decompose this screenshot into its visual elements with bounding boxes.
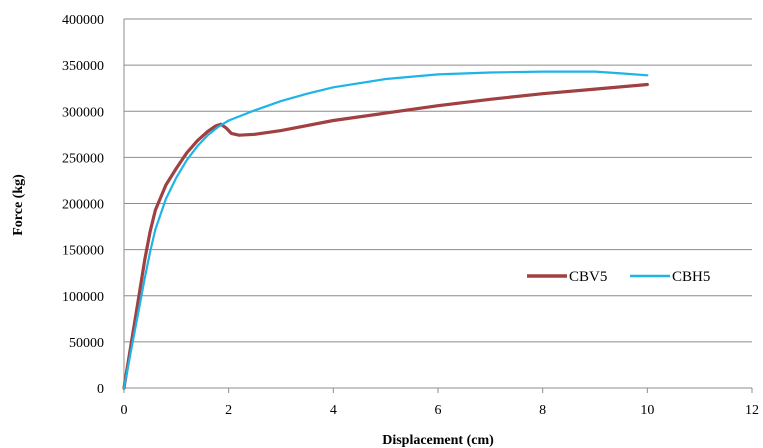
- series-line-cbh5: [122, 70, 649, 390]
- y-tick-label: 300000: [62, 105, 104, 120]
- x-tick-label: 12: [745, 403, 759, 418]
- y-tick-label: 250000: [62, 151, 104, 166]
- x-axis-ticks: 0 2 4 6 8 10 12: [121, 388, 759, 418]
- y-tick-label: 150000: [62, 244, 104, 259]
- legend-label-cbv5: CBV5: [569, 269, 607, 285]
- y-tick-label: 200000: [62, 198, 104, 213]
- y-axis-ticks: 0 50000 100000 150000 200000 250000 300000 3500…: [62, 13, 104, 397]
- y-tick-label: 350000: [62, 59, 104, 74]
- series-line-cbv5: [122, 82, 649, 390]
- x-axis-title: Displacement (cm): [382, 433, 494, 448]
- x-tick-label: 0: [121, 403, 128, 418]
- x-tick-label: 6: [435, 403, 442, 418]
- gridlines: [124, 18, 752, 343]
- legend: CBV5 CBH5: [527, 269, 710, 285]
- legend-label-cbh5: CBH5: [672, 269, 710, 285]
- series-lines: [122, 70, 649, 390]
- y-tick-label: 400000: [62, 13, 104, 28]
- x-tick-label: 4: [330, 403, 337, 418]
- y-tick-label: 100000: [62, 290, 104, 305]
- x-tick-label: 10: [640, 403, 654, 418]
- x-tick-label: 8: [539, 403, 546, 418]
- y-axis-title: Force (kg): [11, 174, 26, 236]
- y-tick-label: 50000: [69, 336, 104, 351]
- y-tick-label: 0: [97, 382, 104, 397]
- x-tick-label: 2: [225, 403, 232, 418]
